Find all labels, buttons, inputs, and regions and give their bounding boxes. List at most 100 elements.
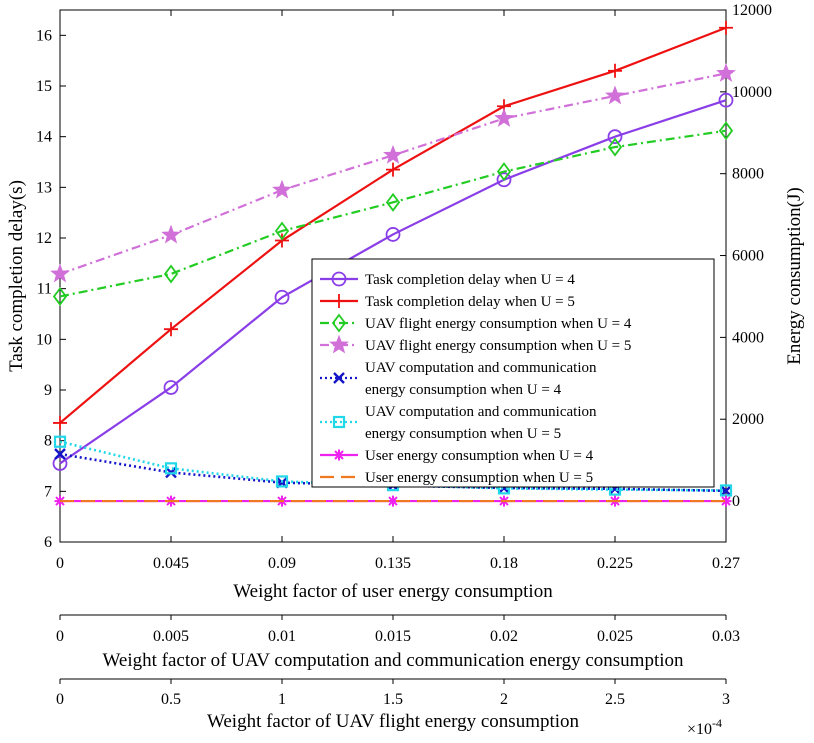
marker-x [54, 448, 66, 460]
legend-entry-8: User energy consumption when U = 5 [320, 470, 593, 486]
marker-star [50, 263, 70, 283]
marker-plus [608, 63, 622, 78]
left-tick-label: 9 [44, 382, 52, 399]
right-tick-label: 12000 [732, 2, 772, 19]
marker-plus [275, 233, 289, 248]
x-axis-label-comp-comm: Weight factor of UAV computation and com… [102, 650, 684, 671]
legend-box [311, 258, 715, 488]
left-tick-label: 15 [36, 78, 52, 95]
left-tick-label: 16 [36, 27, 52, 44]
legend-entry-1: Task completion delay when U = 4 [320, 271, 575, 288]
marker-plus [719, 20, 733, 35]
left-tick-label: 8 [44, 433, 52, 450]
marker-star [716, 63, 736, 82]
marker-star [383, 144, 403, 164]
marker-square [53, 435, 67, 448]
marker-circle [496, 172, 512, 188]
legend-label: User energy consumption when U = 4 [365, 448, 594, 464]
right-tick-label: 4000 [732, 329, 764, 346]
marker-star [494, 108, 514, 127]
legend-label: UAV computation and communication [365, 404, 597, 420]
x-tick-label: 0.045 [153, 555, 189, 572]
x-tick-label: 0.025 [597, 628, 633, 645]
marker-star [272, 179, 292, 199]
legend-entry-2: Task completion delay when U = 5 [320, 294, 575, 310]
legend-label: Task completion delay when U = 5 [365, 294, 575, 310]
marker-square [719, 484, 733, 497]
marker-circle [163, 380, 179, 395]
legend-label: User energy consumption when U = 5 [365, 470, 593, 486]
marker-asterisk [333, 449, 345, 461]
marker-circle [331, 271, 347, 287]
marker-plus [53, 415, 67, 430]
left-tick-label: 7 [44, 483, 52, 500]
x-tick-label: 3 [722, 691, 730, 708]
marker-star [161, 224, 181, 244]
right-tick-label: 10000 [732, 84, 772, 101]
series-layer [50, 20, 736, 507]
tick-labels: 6789101112131415160200040006000800010000… [36, 2, 772, 708]
x-tick-label: 0 [56, 628, 64, 645]
legend: Task completion delay when U = 4 Task com… [311, 258, 715, 488]
x-tick-label: 0.01 [268, 628, 296, 645]
legend-entry-7: User energy consumption when U = 4 [320, 448, 594, 464]
marker-square [164, 462, 178, 475]
x-axis-label-user: Weight factor of user energy consumption [233, 581, 553, 602]
left-tick-label: 11 [37, 281, 52, 298]
x-axis-exponent: ×10-4 [687, 716, 722, 738]
marker-circle [607, 129, 623, 145]
x-tick-label: 0.02 [490, 628, 518, 645]
left-tick-label: 14 [36, 129, 52, 146]
marker-asterisk [720, 495, 732, 507]
x-axis-label-flight: Weight factor of UAV flight energy consu… [207, 711, 580, 732]
legend-label: Task completion delay when U = 4 [365, 272, 575, 288]
left-axis-label: Task completion delay(s) [6, 180, 27, 372]
x-tick-label: 0.09 [268, 555, 296, 572]
marker-x [333, 372, 345, 384]
x-tick-label: 0.135 [375, 555, 411, 572]
marker-circle [274, 289, 290, 305]
legend-entry-4: UAV flight energy consumption when U = 5 [320, 334, 631, 354]
right-tick-label: 0 [732, 493, 740, 510]
legend-entry-6: UAV computation and communication energy … [320, 404, 597, 442]
legend-label: UAV flight energy consumption when U = 5 [365, 338, 631, 354]
marker-diamond [718, 121, 734, 141]
exponent-power: -4 [712, 716, 722, 730]
legend-label: UAV flight energy consumption when U = 4 [365, 316, 632, 332]
right-tick-label: 2000 [732, 411, 764, 428]
x-tick-label: 0.005 [153, 628, 189, 645]
marker-circle [718, 92, 734, 108]
left-tick-label: 12 [36, 230, 52, 247]
x-tick-label: 2 [500, 691, 508, 708]
right-tick-label: 6000 [732, 248, 764, 265]
series-1 [52, 92, 734, 471]
series-4 [50, 63, 736, 283]
x-tick-label: 1.5 [383, 691, 403, 708]
x-tick-label: 0 [56, 555, 64, 572]
x-tick-label: 0.5 [161, 691, 181, 708]
legend-entry-5: UAV computation and communication energy … [320, 360, 597, 398]
marker-asterisk [387, 495, 399, 507]
marker-plus [332, 294, 346, 308]
series-2 [53, 20, 733, 430]
marker-diamond [52, 286, 68, 306]
marker-square [332, 415, 346, 429]
marker-circle [52, 456, 68, 471]
legend-label: energy consumption when U = 5 [365, 426, 561, 442]
marker-star [605, 85, 625, 105]
marker-diamond [163, 264, 179, 284]
series-line [59, 99, 727, 465]
series-line [59, 129, 727, 298]
marker-diamond [607, 137, 623, 157]
legend-entry-3: UAV flight energy consumption when U = 4 [320, 313, 632, 333]
right-axis-label: Energy consumption(J) [784, 187, 805, 365]
x-tick-label: 0.18 [490, 555, 518, 572]
marker-diamond [331, 313, 347, 333]
x-tick-label: 0.015 [375, 628, 411, 645]
marker-plus [386, 162, 400, 177]
marker-square [275, 475, 289, 488]
marker-diamond [496, 162, 512, 182]
x-tick-label: 0.03 [712, 628, 740, 645]
x-tick-label: 2.5 [605, 691, 625, 708]
